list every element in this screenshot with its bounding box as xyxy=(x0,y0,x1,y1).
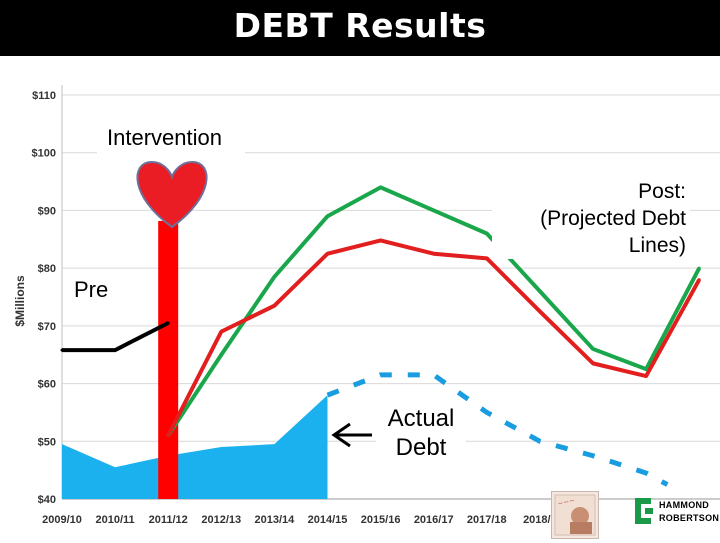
x-tick-label: 2010/11 xyxy=(96,514,135,526)
x-tick-label: 2009/10 xyxy=(42,514,82,526)
svg-text:~~~: ~~~ xyxy=(557,496,576,508)
y-tick-label: $100 xyxy=(32,148,56,160)
intervention-label: Intervention xyxy=(97,120,245,154)
green-point xyxy=(538,289,542,293)
post-line-2: (Projected Debt xyxy=(540,207,686,230)
green-point xyxy=(591,347,595,351)
green-point xyxy=(432,208,436,212)
actual-debt-label: Actual Debt xyxy=(376,404,466,462)
red-point xyxy=(379,238,383,242)
red-point xyxy=(166,434,170,438)
title-bar: DEBT Results xyxy=(0,0,720,56)
pre-label: Pre xyxy=(74,277,109,302)
y-tick-label: $110 xyxy=(32,90,56,102)
pre-point xyxy=(60,348,64,352)
y-tick-label: $50 xyxy=(38,436,56,448)
x-tick-label: 2014/15 xyxy=(308,514,348,526)
post-line-1: Post: xyxy=(638,180,686,203)
hammond-robertson-logo: HAMMOND ROBERTSON xyxy=(633,494,719,534)
red-point xyxy=(697,278,701,282)
hr-bracket-logo xyxy=(635,498,653,524)
red-point xyxy=(326,252,329,256)
red-point xyxy=(538,309,542,313)
y-tick-label: $90 xyxy=(38,205,56,217)
pre-line xyxy=(62,321,170,353)
x-tick-label: 2015/16 xyxy=(361,514,401,526)
page-title: DEBT Results xyxy=(233,6,487,45)
red-point xyxy=(432,252,436,256)
y-tick-label: $60 xyxy=(38,379,56,391)
green-point xyxy=(326,214,329,218)
x-tick-label: 2017/18 xyxy=(467,514,507,526)
photo-stamp-icon: ~~~ xyxy=(551,491,599,539)
left-arrow-icon xyxy=(331,422,372,448)
red-point xyxy=(485,256,489,260)
red-point xyxy=(591,361,595,365)
forecast-dashed-line xyxy=(326,372,669,487)
y-tick-label: $40 xyxy=(38,494,56,506)
green-point xyxy=(219,353,223,357)
logo-line-2: ROBERTSON xyxy=(659,513,720,523)
debt-chart: $40 $50 $60 $70 $80 $90 $100 $110 2009/10 2010/11… xyxy=(13,85,720,526)
green-point xyxy=(272,275,276,279)
green-point xyxy=(644,367,648,371)
green-point xyxy=(379,185,383,189)
y-tick-label: $70 xyxy=(38,321,56,333)
x-tick-label: 2012/13 xyxy=(201,514,241,526)
pre-point xyxy=(166,321,170,325)
x-tick-label: 2016/17 xyxy=(414,514,454,526)
y-tick-label: $80 xyxy=(38,263,56,275)
intervention-bar xyxy=(158,221,179,499)
intervention-text: Intervention xyxy=(107,125,222,150)
chart-ticks: $40 $50 $60 $70 $80 $90 $100 $110 2009/10 2010/11… xyxy=(32,90,557,526)
pre-point xyxy=(113,348,117,352)
chart-series xyxy=(60,185,701,499)
actual-line-1: Actual xyxy=(387,405,455,432)
x-tick-label: 2013/14 xyxy=(255,514,296,526)
actual-debt-area xyxy=(62,395,328,499)
logo-line-1: HAMMOND xyxy=(659,500,710,510)
red-point xyxy=(644,374,648,378)
x-tick-label: 2011/12 xyxy=(149,514,188,526)
heart-icon xyxy=(136,160,208,229)
green-point xyxy=(485,232,489,236)
post-line-3: Lines) xyxy=(628,234,686,257)
y-axis-label: $Millions xyxy=(13,275,27,327)
actual-line-2: Debt xyxy=(395,434,447,461)
post-label: Post: (Projected Debt Lines) xyxy=(492,178,690,259)
red-point xyxy=(219,330,223,334)
red-point xyxy=(272,304,276,308)
green-point xyxy=(697,266,701,270)
x-tick-label: 2018/1 xyxy=(523,514,557,526)
